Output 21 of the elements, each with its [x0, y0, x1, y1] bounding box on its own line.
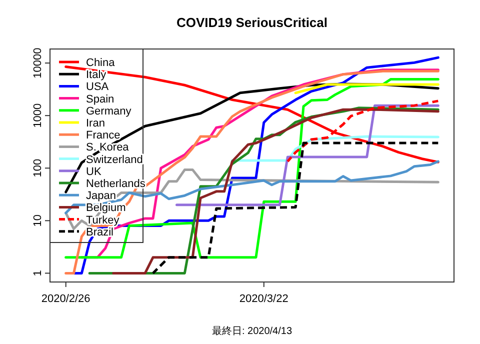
line-series — [152, 142, 440, 274]
legend-label: Switzerland — [86, 154, 143, 166]
legend-label: Germany — [86, 105, 132, 118]
legend-label: China — [86, 57, 116, 69]
y-tick-label: 10000 — [32, 48, 44, 78]
x-tick-label: 2020/2/26 — [41, 293, 90, 305]
text: 最終日: 2020/4/13 — [212, 325, 292, 337]
y-tick-label: 10 — [32, 214, 44, 227]
legend-label: Japan — [86, 190, 116, 202]
legend-label: Spain — [86, 93, 114, 106]
line-series — [64, 66, 440, 164]
legend-label: France — [86, 130, 120, 142]
x-tick-label: 2020/3/22 — [239, 293, 288, 305]
legend-label: UK — [86, 166, 102, 178]
y-tick-label: 1 — [32, 270, 44, 276]
chart-title: COVID19 SeriousCritical — [176, 15, 328, 30]
y-tick-label: 1000 — [32, 103, 44, 128]
y-tick-label: 100 — [32, 158, 44, 178]
legend-label: Iran — [86, 118, 105, 130]
legend-label: Italy — [86, 69, 107, 82]
legend-label: USA — [86, 81, 110, 94]
